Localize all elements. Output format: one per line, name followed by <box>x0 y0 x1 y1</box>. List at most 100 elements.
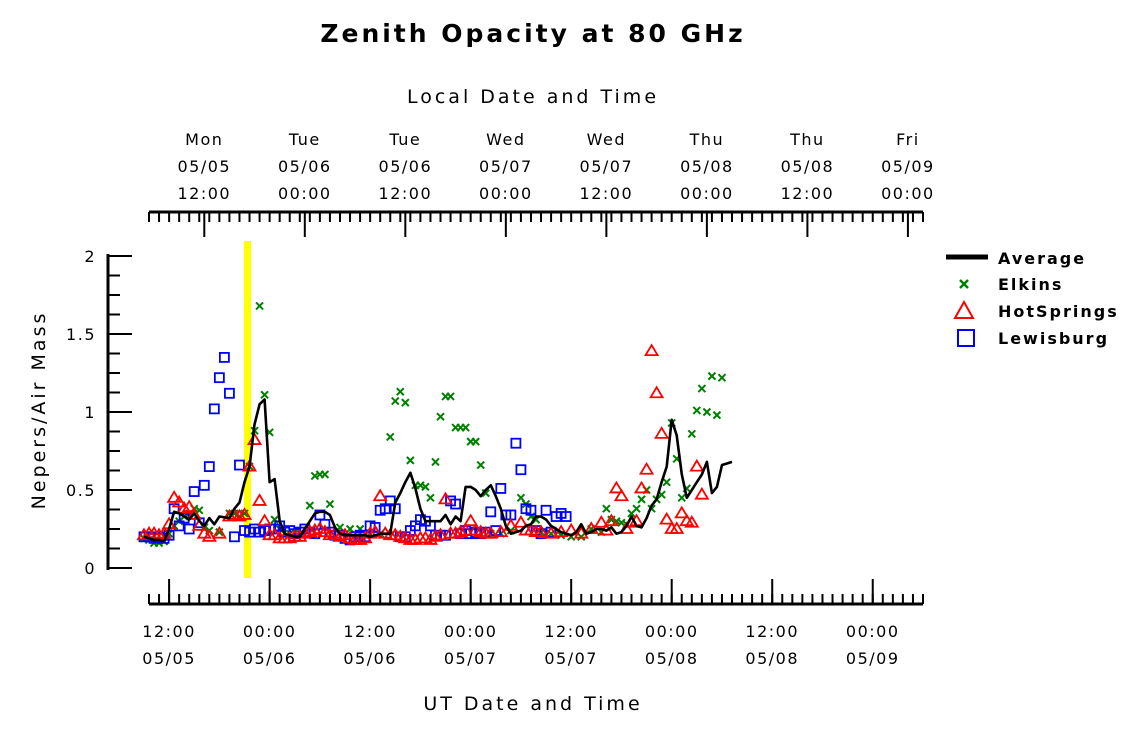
top-tick-label-time: 00:00 <box>881 184 935 203</box>
top-tick-label-date: 05/07 <box>580 157 634 176</box>
top-tick-label-day: Fri <box>896 130 920 149</box>
elkins-point <box>421 482 430 492</box>
hotsprings-point <box>649 385 665 399</box>
lewisburg-point <box>515 464 527 476</box>
hotsprings-point <box>573 525 589 539</box>
elkins-marker-stroke <box>345 524 355 534</box>
average-line <box>143 398 733 543</box>
elkins-marker-stroke <box>421 482 430 492</box>
top-tick-label-date: 05/05 <box>177 157 231 176</box>
hotsprings-point <box>684 515 700 528</box>
hotsprings-point <box>689 458 705 472</box>
bottom-tick-label-date: 05/08 <box>745 649 799 668</box>
hotsprings-point <box>307 522 323 536</box>
y-tick-label: 0.5 <box>66 481 96 500</box>
elkins-marker-stroke <box>436 412 445 421</box>
bottom-tick-label-date: 05/06 <box>343 649 397 668</box>
elkins-marker-stroke <box>712 410 722 420</box>
hotsprings-point <box>302 524 318 538</box>
top-tick-label-time: 00:00 <box>479 184 533 203</box>
hotsprings-point <box>136 527 152 541</box>
elkins-point <box>471 437 480 446</box>
hotsprings-point <box>613 488 630 502</box>
elkins-point <box>401 398 410 407</box>
y-tick-label: 0 <box>84 559 96 578</box>
elkins-point <box>707 371 717 381</box>
elkins-marker-stroke <box>476 460 485 470</box>
top-tick-label-time: 12:00 <box>177 184 231 203</box>
elkins-marker-stroke <box>662 477 671 487</box>
top-tick-label-time: 00:00 <box>680 184 734 203</box>
top-tick-label-day: Thu <box>689 130 725 149</box>
hotsprings-point <box>181 499 197 513</box>
elkins-marker-stroke <box>310 471 320 481</box>
hotsprings-point <box>694 486 710 500</box>
hotsprings-point <box>171 494 187 508</box>
elkins-marker-stroke <box>386 432 395 442</box>
hotsprings-point <box>669 521 685 534</box>
top-tick-label-day: Tue <box>388 130 421 149</box>
lewisburg-point <box>540 504 552 516</box>
bottom-tick-label-time: 00:00 <box>243 622 297 641</box>
elkins-marker-stroke <box>516 493 526 503</box>
lewisburg-point <box>229 531 240 543</box>
bottom-tick-label-time: 00:00 <box>444 622 498 641</box>
hotsprings-point <box>654 426 670 439</box>
top-tick-label-time: 12:00 <box>580 184 634 203</box>
hotsprings-point <box>166 490 182 503</box>
elkins-point <box>446 392 455 401</box>
hotsprings-point <box>322 527 338 541</box>
hotsprings-point <box>427 529 444 542</box>
hotsprings-point <box>493 524 509 538</box>
hotsprings-point <box>201 529 217 542</box>
bottom-tick-label-date: 05/05 <box>142 649 196 668</box>
y-tick-label: 1 <box>84 403 96 422</box>
elkins-point <box>697 384 707 393</box>
elkins-point <box>677 493 686 503</box>
elkins-marker-stroke <box>692 406 702 415</box>
elkins-point <box>687 429 697 439</box>
legend-item-lewisburg: Lewisburg <box>957 329 1107 348</box>
y-tick-label: 2 <box>84 247 96 266</box>
hotsprings-point <box>407 532 423 545</box>
elkins-point <box>215 527 224 537</box>
bottom-tick-label-time: 12:00 <box>343 622 397 641</box>
top-tick-label-date: 05/08 <box>680 157 734 176</box>
hotsprings-point <box>458 522 474 536</box>
elkins-point <box>712 410 722 420</box>
lewisburg-point <box>495 483 507 494</box>
lewisburg-point <box>208 403 220 415</box>
hotsprings-point <box>211 525 227 539</box>
elkins-point <box>637 495 646 504</box>
elkins-marker-stroke <box>305 501 315 510</box>
lewisburg-point <box>188 486 200 497</box>
lewisburg-point <box>213 372 225 384</box>
top-tick-label-date: 05/08 <box>781 157 835 176</box>
elkins-marker-stroke <box>687 429 697 439</box>
chart-title: Zenith Opacity at 80 GHz <box>320 19 745 48</box>
hotsprings-point <box>608 480 625 494</box>
legend-swatch-elkins <box>959 279 969 289</box>
hotsprings-point <box>674 505 690 519</box>
elkins-marker-stroke <box>717 373 727 382</box>
hotsprings-point <box>533 524 549 538</box>
top-axis-title: Local Date and Time <box>407 86 659 108</box>
legend-label-average: Average <box>998 249 1086 268</box>
hotsprings-point <box>236 507 253 520</box>
top-tick-label-date: 05/07 <box>479 157 533 176</box>
bottom-tick-label-time: 12:00 <box>142 622 196 641</box>
elkins-point <box>396 387 405 396</box>
elkins-marker-stroke <box>637 495 646 504</box>
elkins-point <box>632 504 641 513</box>
hotsprings-point <box>251 493 268 506</box>
legend-item-average: Average <box>946 249 1086 268</box>
lewisburg-point <box>218 351 230 363</box>
elkins-point <box>386 432 395 442</box>
elkins-point <box>436 412 445 421</box>
top-tick-label-day: Mon <box>185 130 223 149</box>
elkins-point <box>391 396 400 406</box>
bottom-tick-label-date: 05/08 <box>645 649 699 668</box>
hotsprings-point <box>593 515 609 528</box>
elkins-point <box>476 460 485 470</box>
elkins-marker-stroke <box>702 407 712 417</box>
